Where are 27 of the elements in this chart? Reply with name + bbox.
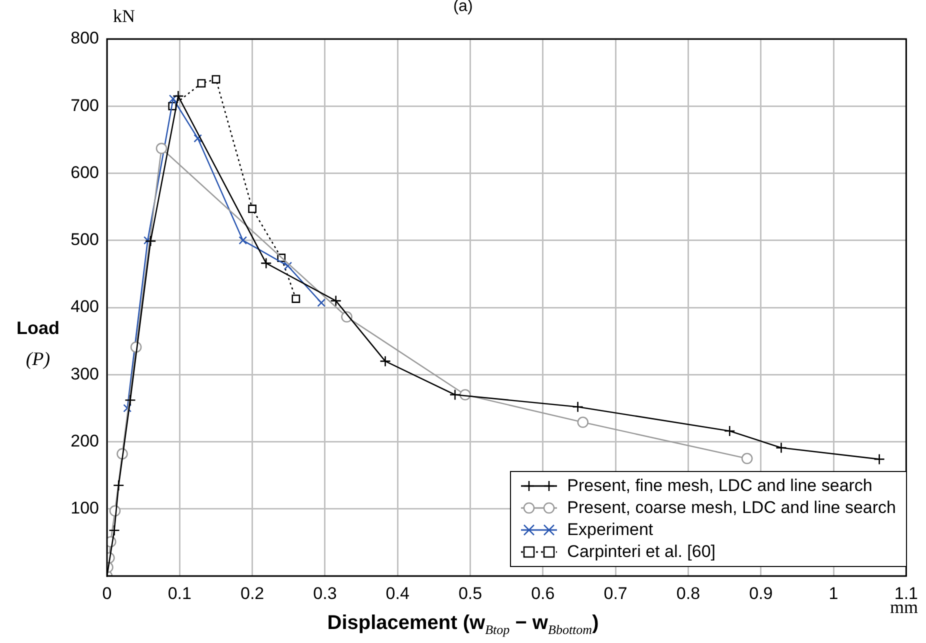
x-tick-label: 1.1 [894,584,918,603]
y-axis-title: Load (P) [16,318,60,371]
x-axis-title: Displacement (w$_{Btop}$ − w$_{Bbottom}$) [327,612,599,637]
legend-label: Present, coarse mesh, LDC and line search [567,498,896,518]
x-tick-label: 0.2 [240,584,264,603]
y-tick-label: 400 [70,297,99,316]
y-tick-label: 800 [70,28,99,48]
legend-label: Experiment [567,520,654,540]
x-tick-label: 0.1 [168,584,192,603]
x-tick-label: 0 [102,584,112,603]
x-tick-label: 0.5 [458,584,482,603]
x-tick-label: 1 [828,584,838,603]
x-tick-label: 0.6 [531,584,555,603]
y-tick-label: 100 [70,498,99,518]
legend-label: Carpinteri et al. [60] [567,542,716,562]
y-tick-label: 200 [70,431,99,450]
text: kN [113,6,135,27]
x-tick-label: 0.9 [749,584,773,603]
y-tick-label: 500 [70,230,99,250]
x-tick-label: 0.4 [386,584,410,603]
y-tick-label: 700 [70,96,99,115]
x-tick-label: 0.3 [313,584,337,603]
x-tick-label: 0.8 [676,584,700,603]
y-tick-label: 300 [70,364,99,384]
legend-label: Present, fine mesh, LDC and line search [567,476,872,496]
x-tick-label: 0.7 [604,584,628,603]
y-tick-label: 600 [70,162,99,182]
